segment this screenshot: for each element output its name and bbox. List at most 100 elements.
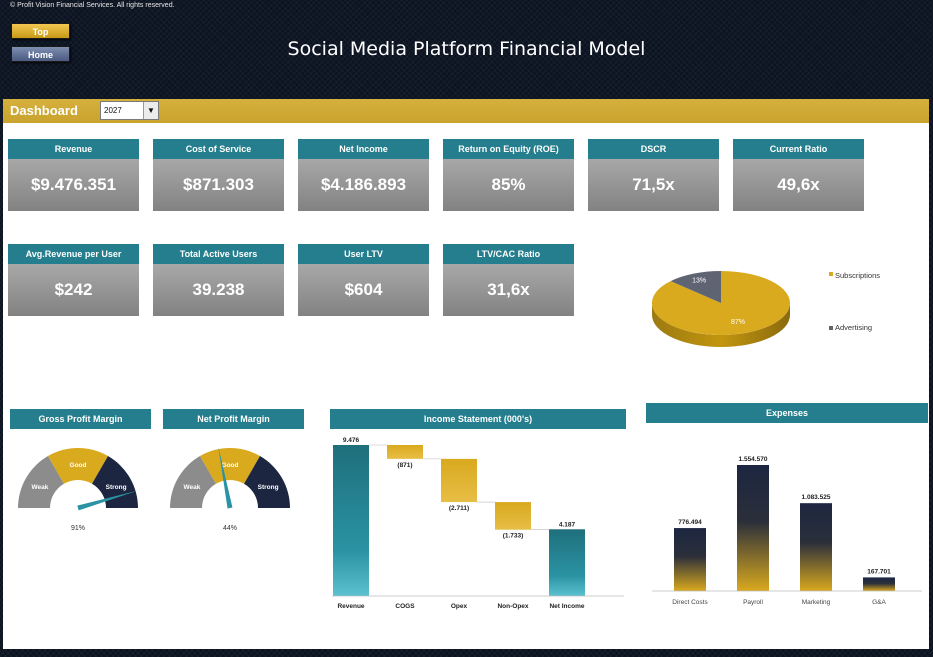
waterfall-category-label: COGS (395, 603, 415, 610)
waterfall-value-label: 4.187 (559, 521, 576, 528)
legend-label-advertising: Advertising (835, 323, 872, 332)
gauge-needle (77, 490, 138, 511)
income-statement-waterfall-chart: 9.476 Revenue (871) COGS (2.711) Opex (1.733) N… (332, 437, 624, 610)
pie-slice-advertising (670, 271, 721, 303)
kpi-value: 49,6x (733, 159, 864, 211)
expenses-header: Expenses (646, 403, 928, 423)
legend-swatch-subscriptions (829, 272, 833, 276)
pie-value-label: 87% (731, 319, 745, 326)
gauge-band-strong (244, 456, 290, 508)
kpi-card-active-users: Total Active Users 39.238 (153, 244, 284, 316)
kpi-label: Total Active Users (153, 244, 284, 264)
waterfall-bar-opex (441, 458, 477, 503)
waterfall-category-label: Opex (451, 603, 468, 610)
dashboard-panel: Dashboard 2027 ▼ Revenue $9.476.351 Cost… (3, 99, 929, 649)
revenue-mix-pie-chart: 87% 13% Subscriptions Advertising (652, 271, 880, 347)
kpi-value: 31,6x (443, 264, 574, 316)
kpi-label: Current Ratio (733, 139, 864, 159)
gross-profit-margin-header: Gross Profit Margin (10, 409, 151, 429)
expense-value-label: 1.083.525 (802, 494, 831, 501)
kpi-label: Net Income (298, 139, 429, 159)
gauge-label-good: Good (222, 462, 239, 469)
net-margin-gauge: Weak Good Strong 44% (170, 447, 290, 532)
kpi-label: LTV/CAC Ratio (443, 244, 574, 264)
kpi-value: $871.303 (153, 159, 284, 211)
waterfall-value-label: (1.733) (503, 533, 524, 540)
kpi-value: $242 (8, 264, 139, 316)
kpi-card-dscr: DSCR 71,5x (588, 139, 719, 211)
waterfall-value-label: (871) (397, 462, 412, 469)
kpi-label: Cost of Service (153, 139, 284, 159)
year-select[interactable]: 2027 ▼ (100, 101, 159, 120)
gauge-label-strong: Strong (106, 484, 127, 491)
waterfall-value-label: (2.711) (449, 505, 469, 512)
gross-margin-gauge: Weak Good Strong 91% (18, 448, 138, 532)
page-title: Social Media Platform Financial Model (287, 38, 646, 60)
gauge-band-good (48, 448, 108, 484)
kpi-card-current-ratio: Current Ratio 49,6x (733, 139, 864, 211)
expense-bar-g-a (863, 577, 895, 591)
gauge-label-weak: Weak (31, 484, 48, 491)
kpi-value: $4.186.893 (298, 159, 429, 211)
gauge-band-weak (18, 456, 64, 508)
waterfall-category-label: Net Income (549, 603, 584, 610)
kpi-label: Return on Equity (ROE) (443, 139, 574, 159)
waterfall-bar-revenue (333, 445, 369, 596)
waterfall-bar-non-opex (495, 502, 531, 530)
waterfall-bar-cogs (387, 445, 423, 459)
kpi-value: $9.476.351 (8, 159, 139, 211)
waterfall-category-label: Non-Opex (497, 603, 528, 610)
legend-swatch-advertising (829, 326, 833, 330)
income-statement-header: Income Statement (000's) (330, 409, 626, 429)
legend-label-subscriptions: Subscriptions (835, 271, 880, 280)
expense-category-label: Marketing (802, 599, 831, 606)
expense-bar-marketing (800, 503, 832, 591)
kpi-card-cost-of-service: Cost of Service $871.303 (153, 139, 284, 211)
kpi-card-net-income: Net Income $4.186.893 (298, 139, 429, 211)
waterfall-bar-net-income (549, 529, 585, 596)
gauge-band-weak (170, 456, 216, 508)
kpi-value: $604 (298, 264, 429, 316)
home-button[interactable]: Home (11, 46, 70, 62)
kpi-value: 39.238 (153, 264, 284, 316)
kpi-card-revenue: Revenue $9.476.351 (8, 139, 139, 211)
dashboard-label: Dashboard (10, 103, 78, 118)
year-select-value: 2027 (104, 106, 122, 115)
kpi-label: User LTV (298, 244, 429, 264)
waterfall-value-label: 9.476 (343, 437, 360, 444)
waterfall-category-label: Revenue (337, 603, 364, 610)
expense-category-label: Payroll (743, 599, 763, 606)
gauge-value-label: 91% (71, 525, 85, 532)
kpi-label: Avg.Revenue per User (8, 244, 139, 264)
kpi-card-roe: Return on Equity (ROE) 85% (443, 139, 574, 211)
gauge-label-good: Good (70, 462, 87, 469)
net-profit-margin-header: Net Profit Margin (163, 409, 304, 429)
gauge-label-weak: Weak (183, 484, 200, 491)
expense-category-label: Direct Costs (672, 599, 708, 606)
pie-legend: Subscriptions Advertising (829, 271, 880, 332)
expense-value-label: 776.494 (678, 519, 702, 526)
kpi-value: 85% (443, 159, 574, 211)
copyright-notice: © Profit Vision Financial Services. All … (10, 2, 175, 9)
pie-value-label: 13% (692, 278, 706, 285)
gauge-band-strong (92, 456, 138, 508)
kpi-label: DSCR (588, 139, 719, 159)
expense-category-label: G&A (872, 599, 886, 606)
expense-value-label: 167.701 (867, 568, 891, 575)
kpi-label: Revenue (8, 139, 139, 159)
expense-value-label: 1.554.570 (739, 456, 768, 463)
expense-bar-direct-costs (674, 528, 706, 591)
kpi-value: 71,5x (588, 159, 719, 211)
gauge-band-good (200, 448, 260, 484)
expense-bar-payroll (737, 465, 769, 591)
top-button[interactable]: Top (11, 23, 70, 39)
dashboard-header-bar: Dashboard 2027 ▼ (3, 99, 929, 123)
pie-side (652, 303, 790, 347)
gauge-value-label: 44% (223, 525, 237, 532)
kpi-card-user-ltv: User LTV $604 (298, 244, 429, 316)
dropdown-arrow-icon[interactable]: ▼ (143, 102, 158, 119)
kpi-card-arpu: Avg.Revenue per User $242 (8, 244, 139, 316)
gauge-needle (218, 447, 233, 509)
expenses-bar-chart: 776.494 Direct Costs 1.554.570 Payroll 1.083… (652, 456, 922, 606)
kpi-card-ltv-cac: LTV/CAC Ratio 31,6x (443, 244, 574, 316)
